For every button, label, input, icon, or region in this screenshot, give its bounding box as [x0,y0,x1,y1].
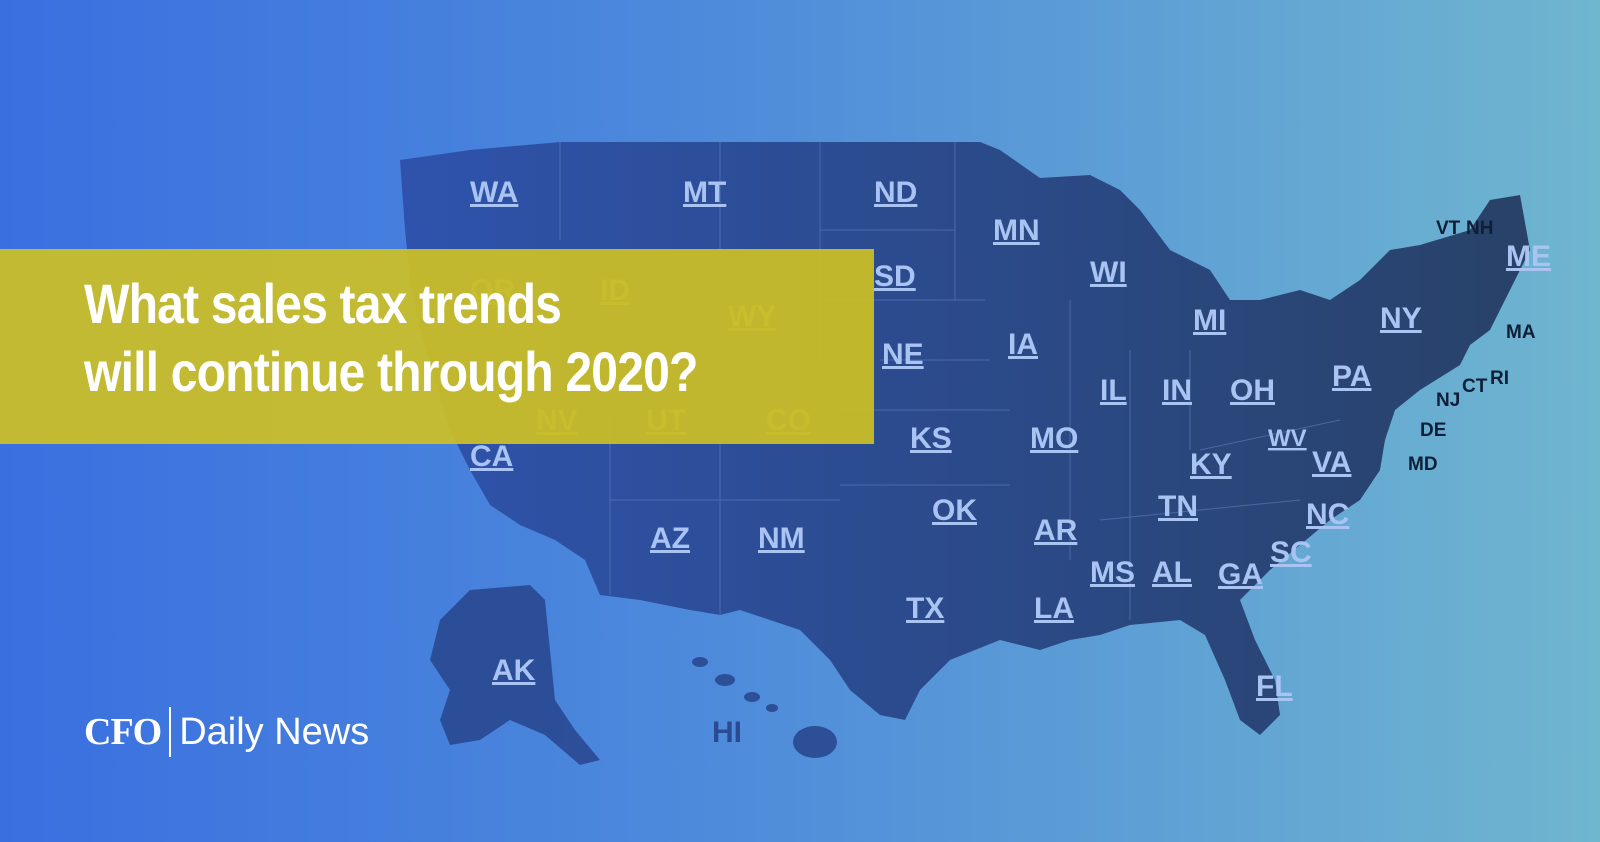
state-label-az: AZ [650,522,690,555]
state-label-ok: OK [932,494,977,527]
hawaii-shape [692,657,837,758]
state-label-ny: NY [1380,302,1422,335]
state-label-de: DE [1420,420,1446,441]
logo-divider [169,707,172,757]
state-label-ak: AK [492,654,536,687]
state-label-ri: RI [1490,368,1509,389]
state-label-mt: MT [683,176,726,209]
state-label-va: VA [1312,446,1351,479]
state-label-tn: TN [1158,490,1198,523]
state-label-mn: MN [993,214,1040,247]
state-label-hi: HI [712,716,742,749]
state-label-ia: IA [1008,328,1038,361]
state-label-ms: MS [1090,556,1135,589]
headline-banner [0,249,874,444]
state-label-ne: NE [882,338,924,371]
state-label-tx: TX [906,592,944,625]
state-label-sd: SD [874,260,916,293]
state-label-nj: NJ [1436,390,1460,411]
state-label-oh: OH [1230,374,1275,407]
alaska-shape [430,585,600,765]
state-label-me: ME [1506,240,1551,273]
state-label-nm: NM [758,522,805,555]
logo-name: Daily News [179,710,370,753]
state-label-in: IN [1162,374,1192,407]
headline: What sales tax trends will continue thro… [84,270,698,406]
state-label-nd: ND [874,176,917,209]
state-label-sc: SC [1270,536,1312,569]
headline-line-1: What sales tax trends [84,272,562,335]
state-label-ct: CT [1462,376,1488,397]
state-label-nc: NC [1306,498,1349,531]
state-label-il: IL [1100,374,1127,407]
state-label-wa: WA [470,176,518,209]
state-label-ar: AR [1034,514,1078,547]
state-label-md: MD [1408,454,1438,475]
state-label-pa: PA [1332,360,1371,393]
state-label-ks: KS [910,422,952,455]
state-label-ky: KY [1190,448,1232,481]
state-label-ca: CA [470,440,513,473]
state-label-wv: WV [1268,425,1307,452]
cfo-daily-news-logo: CFO Daily News [84,704,369,760]
state-label-ma: MA [1506,322,1536,343]
state-label-la: LA [1034,592,1074,625]
state-label-nh: NH [1466,218,1493,239]
state-label-mo: MO [1030,422,1078,455]
state-label-vt: VT [1436,218,1461,239]
headline-line-2: will continue through 2020? [84,340,698,403]
state-label-fl: FL [1256,670,1293,703]
logo-brand: CFO [84,711,162,753]
state-label-wi: WI [1090,256,1127,289]
state-label-al: AL [1152,556,1192,589]
state-label-mi: MI [1193,304,1226,337]
state-label-ga: GA [1218,558,1263,591]
